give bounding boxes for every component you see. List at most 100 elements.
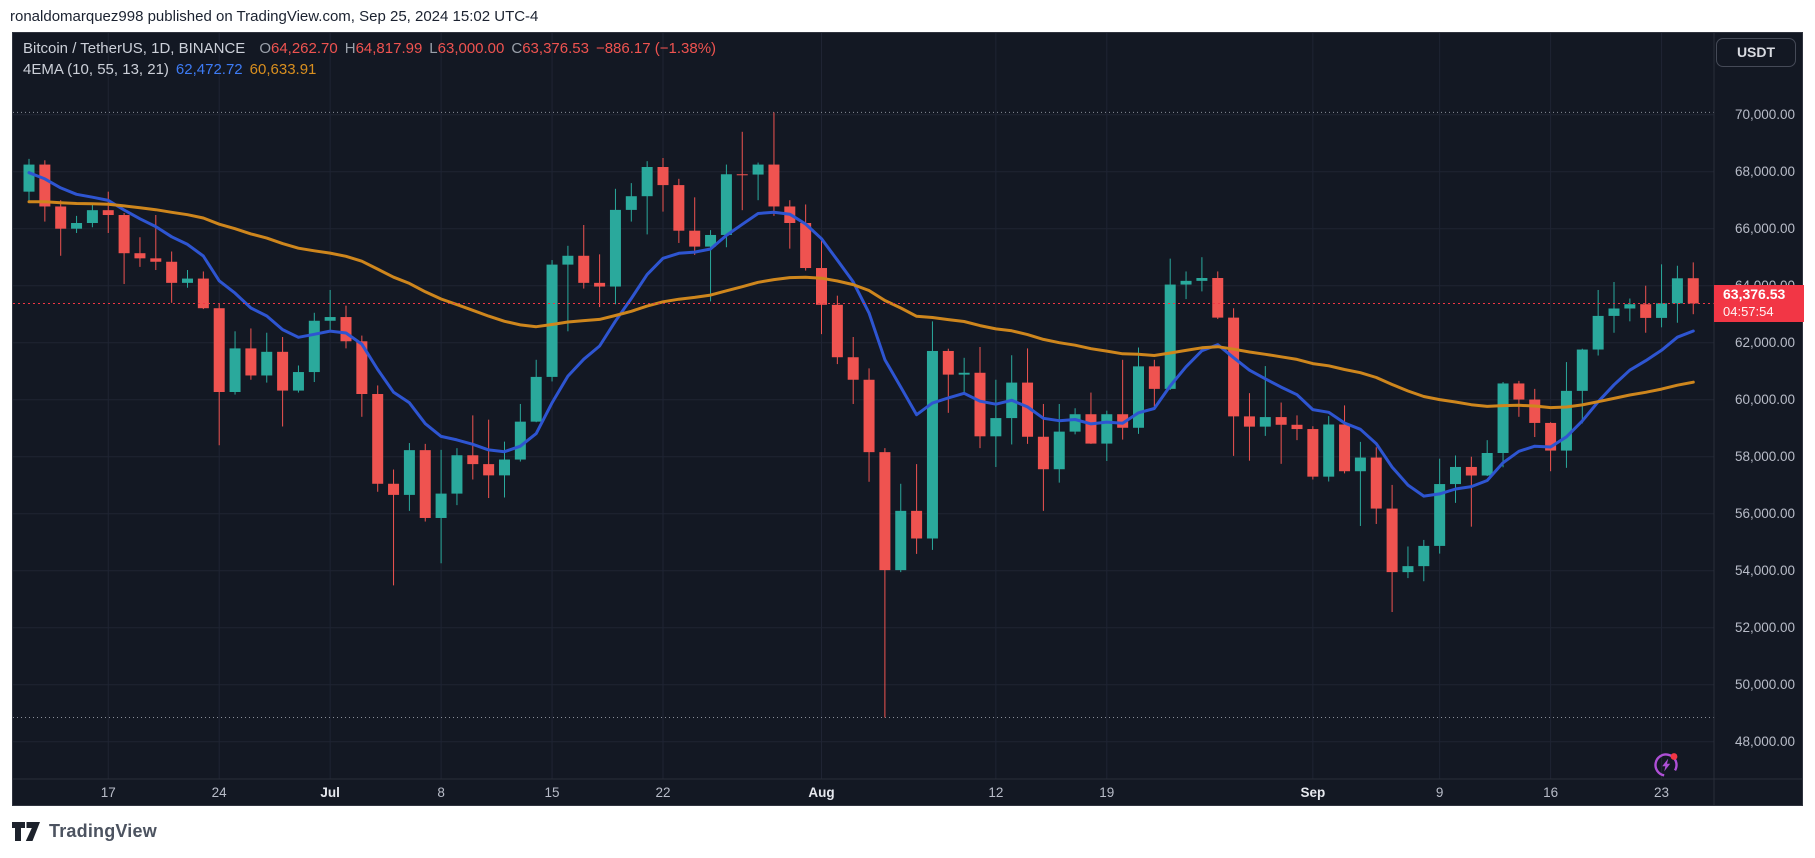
change-value: −886.17 (−1.38%) [595, 40, 717, 57]
ohlc-low-label: L [429, 40, 438, 57]
price-tick-label: 54,000.00 [1735, 563, 1795, 578]
candle-body-up [23, 164, 35, 192]
candlestick-chart-canvas[interactable]: 70,000.0068,000.0066,000.0064,000.0062,0… [13, 33, 1802, 805]
candle-body-down [1386, 508, 1398, 573]
symbol-title[interactable]: Bitcoin / TetherUS, 1D, BINANCE [23, 40, 246, 57]
candle-body-up [895, 510, 907, 571]
candle-body-down [1307, 429, 1319, 477]
time-tick-label: Aug [808, 785, 834, 800]
candle-body-up [1671, 278, 1683, 304]
candle-body-up [1608, 308, 1620, 316]
candle-body-down [1513, 383, 1525, 400]
candle-body-up [435, 493, 447, 518]
publish-info-bar: ronaldomarquez998 published on TradingVi… [10, 8, 539, 25]
candle-body-down [689, 230, 701, 247]
candle-body-down [800, 223, 812, 269]
candle-body-down [1465, 466, 1477, 476]
chart-legend: Bitcoin / TetherUS, 1D, BINANCE O64,262.7… [23, 40, 723, 78]
candle-body-up [182, 278, 193, 283]
candle-body-down [55, 206, 67, 229]
candle-body-down [245, 348, 257, 376]
price-tick-label: 66,000.00 [1735, 221, 1795, 236]
candle-body-up [641, 166, 653, 197]
candle-body-up [562, 255, 574, 265]
ohlc-open-value: 64,262.70 [270, 40, 338, 57]
time-tick-label: 22 [655, 785, 670, 800]
candle-body-up [261, 351, 273, 376]
candle-body-down [419, 450, 431, 518]
indicator-title[interactable]: 4EMA (10, 55, 13, 21) [23, 61, 169, 78]
candle-body-down [277, 351, 289, 391]
time-tick-label: Jul [320, 785, 340, 800]
candle-body-up [1196, 278, 1208, 281]
candle-body-down [213, 308, 225, 393]
candle-body-down [1022, 382, 1034, 437]
time-tick-label: 23 [1654, 785, 1669, 800]
candle-body-down [1545, 422, 1557, 451]
candle-body-up [451, 455, 463, 494]
candle-body-down [673, 185, 685, 231]
price-tick-label: 60,000.00 [1735, 392, 1795, 407]
candle-body-down [340, 317, 352, 342]
ema-10-line [27, 171, 1695, 498]
candle-body-up [705, 234, 717, 247]
candle-body-down [1339, 424, 1351, 472]
price-tick-label: 62,000.00 [1735, 335, 1795, 350]
candle-body-up [1624, 304, 1636, 309]
candle-body-down [1212, 278, 1224, 318]
price-tick-label: 58,000.00 [1735, 449, 1795, 464]
time-tick-label: 17 [101, 785, 116, 800]
candle-body-up [1133, 366, 1144, 428]
candle-body-up [1354, 457, 1366, 472]
ohlc-low-value: 63,000.00 [437, 40, 505, 57]
candle-body-up [958, 372, 970, 375]
currency-toggle-button[interactable]: USDT [1716, 38, 1796, 67]
time-tick-label: 8 [437, 785, 445, 800]
tradingview-logo-icon [12, 821, 40, 841]
candle-body-down [483, 464, 495, 476]
candle-body-down [150, 258, 162, 262]
candle-body-up [514, 421, 526, 460]
candle-body-up [1450, 466, 1461, 485]
candle-body-up [1481, 452, 1493, 476]
candle-body-down [134, 253, 146, 259]
candle-body-up [530, 376, 542, 422]
candle-body-down [594, 282, 606, 287]
price-tick-label: 56,000.00 [1735, 506, 1795, 521]
ohlc-high-label: H [344, 40, 356, 57]
tradingview-logo-text: TradingView [49, 820, 157, 841]
price-tick-label: 48,000.00 [1735, 734, 1795, 749]
ema-55-line [27, 200, 1695, 410]
candle-body-down [847, 357, 859, 380]
candle-body-up [1069, 414, 1081, 432]
candle-body-down [1243, 416, 1255, 427]
time-tick-label: 12 [988, 785, 1003, 800]
last-price-label: 63,376.53 04:57:54 [1714, 284, 1804, 322]
candle-body-up [1576, 349, 1588, 391]
candle-body-up [499, 459, 510, 476]
candle-body-down [942, 350, 954, 375]
candle-body-down [1640, 304, 1652, 318]
candle-body-down [736, 174, 748, 176]
candle-body-up [1418, 545, 1430, 567]
time-tick-label: 16 [1543, 785, 1558, 800]
candle-body-up [1053, 431, 1065, 470]
candle-body-down [102, 210, 114, 216]
candle-body-up [1101, 414, 1113, 444]
candle-body-down [388, 483, 400, 495]
candle-body-down [372, 393, 384, 484]
candle-body-up [1656, 303, 1668, 318]
candle-body-up [1592, 315, 1604, 350]
candle-body-down [657, 166, 669, 186]
candle-body-up [1402, 566, 1414, 573]
candle-body-up [308, 320, 320, 373]
candle-body-down [1117, 414, 1129, 428]
candle-body-up [609, 209, 621, 287]
candle-body-down [1275, 417, 1287, 425]
time-tick-label: 19 [1099, 785, 1114, 800]
time-tick-label: 9 [1436, 785, 1444, 800]
candle-body-down [1291, 424, 1303, 430]
footer-brand[interactable]: TradingView [12, 818, 157, 844]
candle-body-down [1228, 317, 1240, 417]
candle-body-up [546, 264, 558, 377]
